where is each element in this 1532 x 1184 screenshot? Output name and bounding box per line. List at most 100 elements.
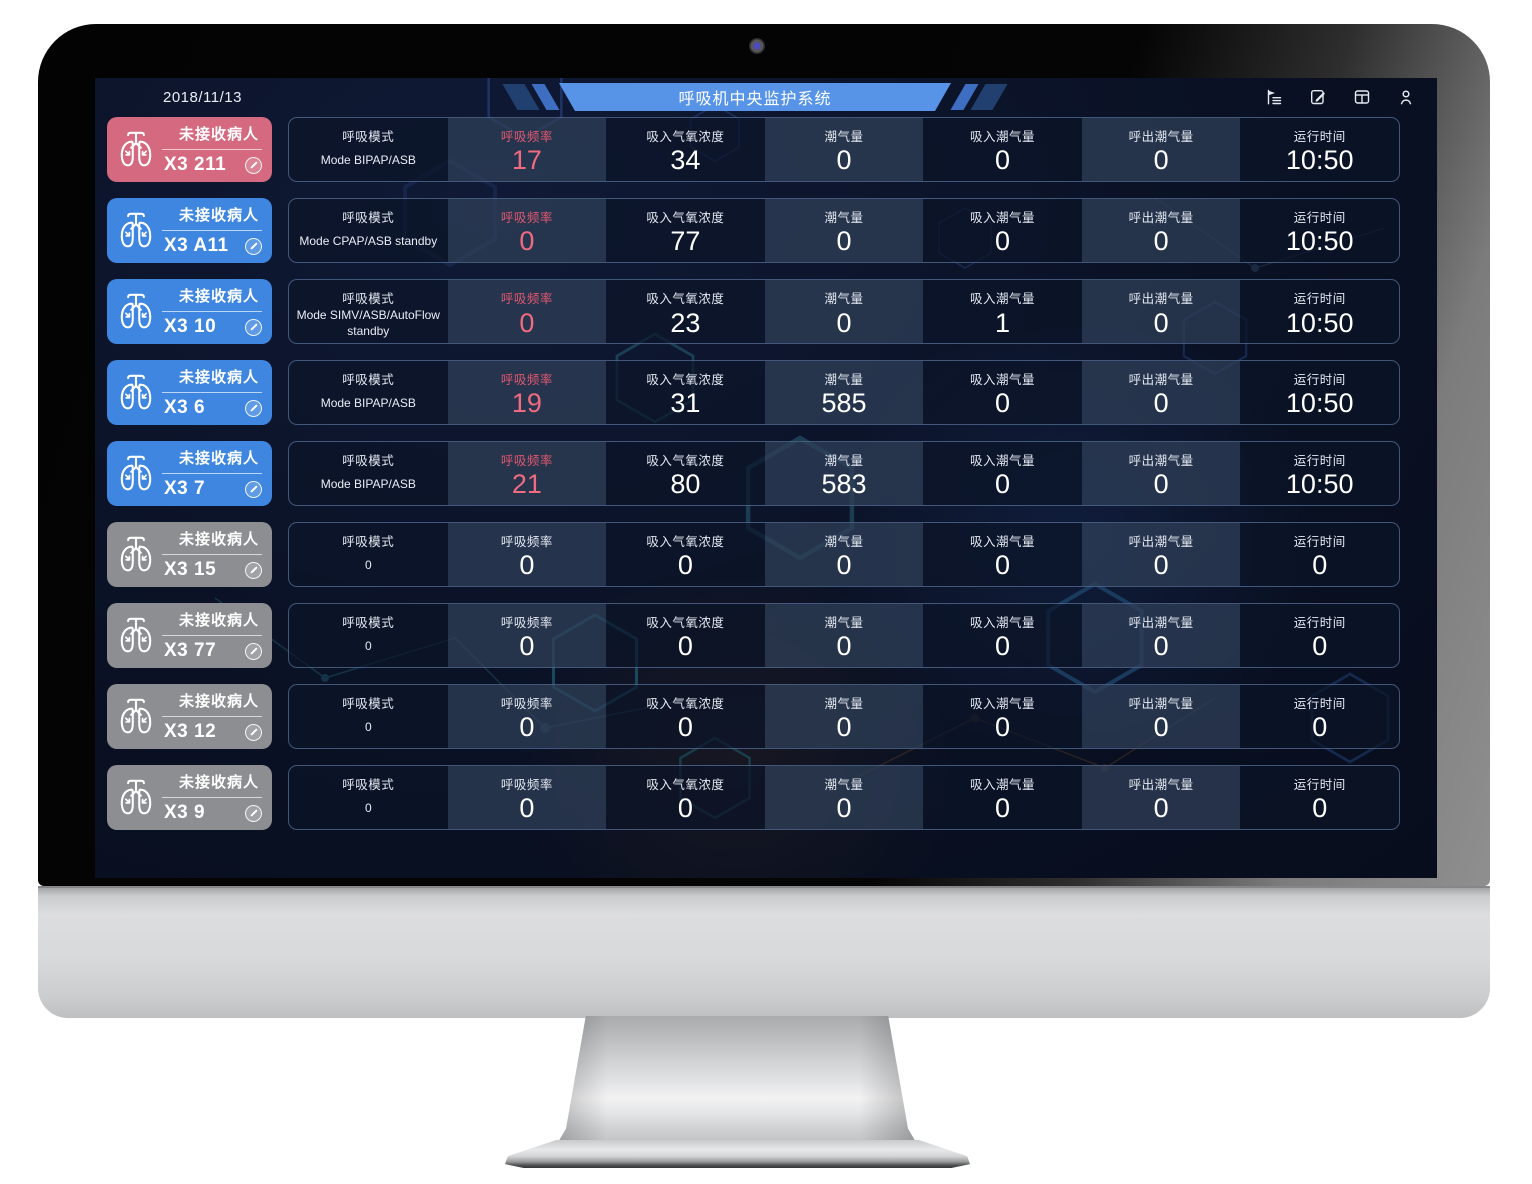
edit-icon[interactable] bbox=[245, 642, 262, 660]
column-label: 吸入气氧浓度 bbox=[646, 292, 725, 306]
edit-icon[interactable] bbox=[245, 156, 262, 174]
vital-cell: 吸入潮气量 0 bbox=[923, 442, 1082, 505]
vital-cell: 呼吸频率 0 bbox=[447, 280, 607, 343]
lung-icon bbox=[115, 534, 157, 576]
flag-list-icon[interactable] bbox=[1265, 88, 1283, 106]
vital-value: 0 bbox=[995, 226, 1011, 257]
vitals-panel: 呼吸模式 0 呼吸频率 0 吸入气氧浓度 0 潮气量 0 吸入潮气量 0 呼出潮气量 0 运行时间 0 bbox=[288, 765, 1400, 830]
vital-cell: 潮气量 0 bbox=[764, 685, 924, 748]
column-label: 潮气量 bbox=[824, 211, 864, 225]
vital-value: Mode BIPAP/ASB bbox=[320, 153, 416, 168]
card-divider bbox=[162, 797, 262, 798]
column-label: 运行时间 bbox=[1293, 373, 1346, 387]
column-label: 吸入气氧浓度 bbox=[646, 616, 725, 630]
vital-cell: 运行时间 10:50 bbox=[1240, 118, 1399, 181]
vital-value: 0 bbox=[1153, 226, 1169, 257]
patient-row: 未接收病人 X3 15 呼吸模式 0 呼吸频率 0 吸入气氧浓度 0 潮气量 0 吸入潮气量 0 呼… bbox=[107, 522, 1400, 587]
card-divider bbox=[162, 716, 262, 717]
vital-cell: 呼吸频率 17 bbox=[447, 118, 607, 181]
monitor-stand-neck bbox=[557, 1016, 917, 1144]
vital-cell: 吸入气氧浓度 23 bbox=[606, 280, 765, 343]
patient-card[interactable]: 未接收病人 X3 6 bbox=[107, 360, 272, 425]
edit-note-icon[interactable] bbox=[1309, 88, 1327, 106]
vital-cell: 呼吸频率 0 bbox=[447, 199, 607, 262]
vital-value: Mode SIMV/ASB/AutoFlow standby bbox=[296, 308, 440, 338]
edit-icon[interactable] bbox=[245, 723, 262, 741]
column-label: 潮气量 bbox=[824, 535, 864, 549]
vital-value: 0 bbox=[836, 631, 852, 662]
column-label: 呼吸频率 bbox=[500, 292, 553, 306]
vitals-panel: 呼吸模式 0 呼吸频率 0 吸入气氧浓度 0 潮气量 0 吸入潮气量 0 呼出潮气量 0 运行时间 0 bbox=[288, 603, 1400, 668]
vital-value: 585 bbox=[821, 388, 867, 419]
patient-status-label: 未接收病人 bbox=[178, 126, 259, 143]
vital-cell: 吸入潮气量 1 bbox=[923, 280, 1082, 343]
vital-cell: 呼出潮气量 0 bbox=[1081, 118, 1241, 181]
vital-cell: 呼出潮气量 0 bbox=[1081, 442, 1241, 505]
vital-cell: 潮气量 0 bbox=[764, 766, 924, 829]
vital-cell: 呼出潮气量 0 bbox=[1081, 604, 1241, 667]
edit-icon[interactable] bbox=[245, 561, 262, 579]
vital-cell: 潮气量 583 bbox=[764, 442, 924, 505]
column-label: 呼吸模式 bbox=[342, 778, 395, 792]
patient-card[interactable]: 未接收病人 X3 211 bbox=[107, 117, 272, 182]
edit-icon[interactable] bbox=[245, 237, 262, 255]
patient-card[interactable]: 未接收病人 X3 9 bbox=[107, 765, 272, 830]
patient-card[interactable]: 未接收病人 X3 10 bbox=[107, 279, 272, 344]
patient-id: X3 A11 bbox=[164, 235, 229, 256]
patient-card[interactable]: 未接收病人 X3 7 bbox=[107, 441, 272, 506]
vital-cell: 吸入气氧浓度 77 bbox=[606, 199, 765, 262]
column-label: 呼出潮气量 bbox=[1128, 454, 1194, 468]
patient-card[interactable]: 未接收病人 X3 77 bbox=[107, 603, 272, 668]
card-info: 未接收病人 X3 211 bbox=[162, 123, 262, 176]
patient-card[interactable]: 未接收病人 X3 15 bbox=[107, 522, 272, 587]
column-label: 吸入气氧浓度 bbox=[646, 373, 725, 387]
column-label: 呼吸频率 bbox=[500, 535, 553, 549]
vital-value: 0 bbox=[1153, 631, 1169, 662]
column-label: 呼吸模式 bbox=[342, 211, 395, 225]
edit-icon[interactable] bbox=[245, 318, 262, 336]
patient-card[interactable]: 未接收病人 X3 A11 bbox=[107, 198, 272, 263]
vital-value: 0 bbox=[1312, 712, 1328, 743]
card-info: 未接收病人 X3 9 bbox=[162, 771, 262, 824]
lung-icon bbox=[115, 291, 157, 333]
column-label: 呼出潮气量 bbox=[1128, 373, 1194, 387]
column-label: 吸入气氧浓度 bbox=[646, 454, 725, 468]
edit-icon[interactable] bbox=[245, 804, 262, 822]
vital-cell: 呼吸模式 0 bbox=[289, 523, 448, 586]
patient-status-label: 未接收病人 bbox=[178, 693, 259, 710]
patient-card[interactable]: 未接收病人 X3 12 bbox=[107, 684, 272, 749]
vital-value: 10:50 bbox=[1285, 388, 1354, 419]
card-info: 未接收病人 X3 12 bbox=[162, 690, 262, 743]
column-label: 呼出潮气量 bbox=[1128, 535, 1194, 549]
title-banner: 呼吸机中央监护系统 bbox=[502, 83, 1008, 111]
lung-icon bbox=[115, 696, 157, 738]
date-label: 2018/11/13 bbox=[163, 89, 242, 106]
vital-value: 21 bbox=[511, 469, 542, 500]
vital-cell: 吸入气氧浓度 34 bbox=[606, 118, 765, 181]
column-label: 吸入气氧浓度 bbox=[646, 535, 725, 549]
vital-value: 0 bbox=[364, 801, 372, 816]
vital-value: Mode CPAP/ASB standby bbox=[299, 234, 438, 249]
vital-cell: 呼出潮气量 0 bbox=[1081, 685, 1241, 748]
column-label: 呼吸模式 bbox=[342, 454, 395, 468]
patient-row: 未接收病人 X3 10 呼吸模式 Mode SIMV/ASB/AutoFlow s… bbox=[107, 279, 1400, 344]
vital-value: 0 bbox=[995, 388, 1011, 419]
vital-cell: 潮气量 0 bbox=[764, 118, 924, 181]
column-label: 吸入潮气量 bbox=[970, 697, 1036, 711]
vital-value: 0 bbox=[519, 226, 535, 257]
patient-status-label: 未接收病人 bbox=[178, 207, 259, 224]
layout-icon[interactable] bbox=[1353, 88, 1371, 106]
vital-value: 0 bbox=[1153, 712, 1169, 743]
vital-value: 0 bbox=[677, 712, 693, 743]
webcam-dot bbox=[749, 38, 765, 54]
edit-icon[interactable] bbox=[245, 480, 262, 498]
column-label: 吸入气氧浓度 bbox=[646, 778, 725, 792]
column-label: 潮气量 bbox=[824, 130, 864, 144]
vital-value: Mode BIPAP/ASB bbox=[320, 396, 416, 411]
card-divider bbox=[162, 392, 262, 393]
column-label: 运行时间 bbox=[1293, 616, 1346, 630]
column-label: 呼出潮气量 bbox=[1128, 697, 1194, 711]
edit-icon[interactable] bbox=[245, 399, 262, 417]
user-icon[interactable] bbox=[1397, 88, 1415, 106]
column-label: 呼出潮气量 bbox=[1128, 616, 1194, 630]
